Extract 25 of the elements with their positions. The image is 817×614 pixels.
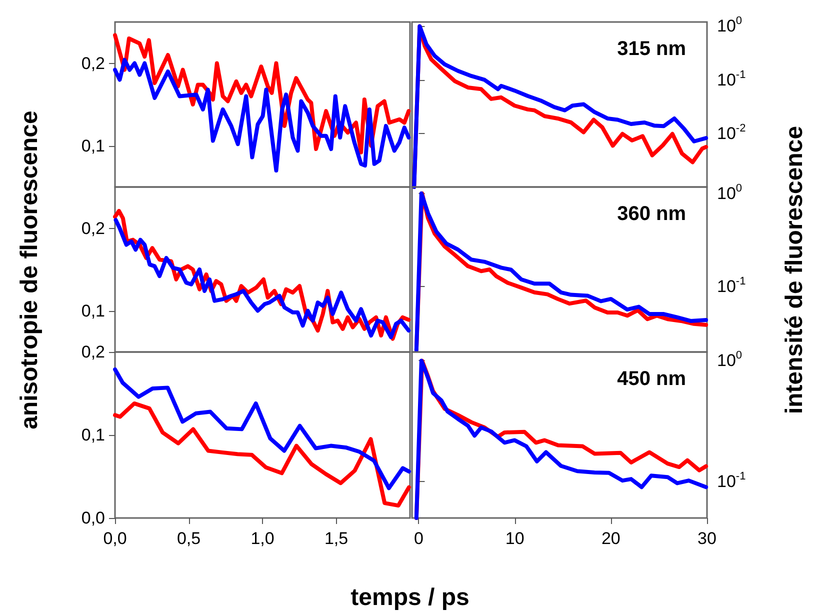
- y-tick-label: 0,2: [81, 342, 105, 362]
- x-tick-label: 1,5: [324, 529, 348, 548]
- y-tick-label: 0,1: [81, 136, 105, 156]
- y-tick-label: 0,2: [81, 218, 105, 238]
- x-tick-label: 0,5: [176, 529, 201, 548]
- text: 315 nm: [617, 38, 686, 60]
- x-tick-label: 0: [414, 529, 424, 548]
- line-series: [113, 367, 411, 490]
- x-tick-label: 20: [601, 529, 620, 548]
- line-series: [113, 401, 411, 508]
- y-tick-label: 0,1: [81, 301, 105, 320]
- y-tick-label: 0,0: [81, 508, 105, 528]
- y-tick-label: 0,2: [81, 54, 105, 73]
- y-tick-label: 0,1: [81, 426, 105, 444]
- text: 360 nm: [617, 203, 686, 225]
- x-axis-title: temps / ps: [350, 584, 470, 612]
- y-axis-title: anisotropie de fluorescence: [16, 110, 44, 430]
- line-series: [113, 58, 411, 172]
- x-tick-label: 30: [698, 529, 716, 548]
- y-axis-title: intensité de fluorescence: [781, 126, 809, 414]
- x-tick-label: 10: [505, 529, 524, 548]
- text: 450 nm: [617, 368, 686, 390]
- x-tick-label: 0,0: [103, 529, 127, 548]
- line-series: [412, 24, 708, 189]
- x-tick-label: 1,0: [250, 529, 274, 548]
